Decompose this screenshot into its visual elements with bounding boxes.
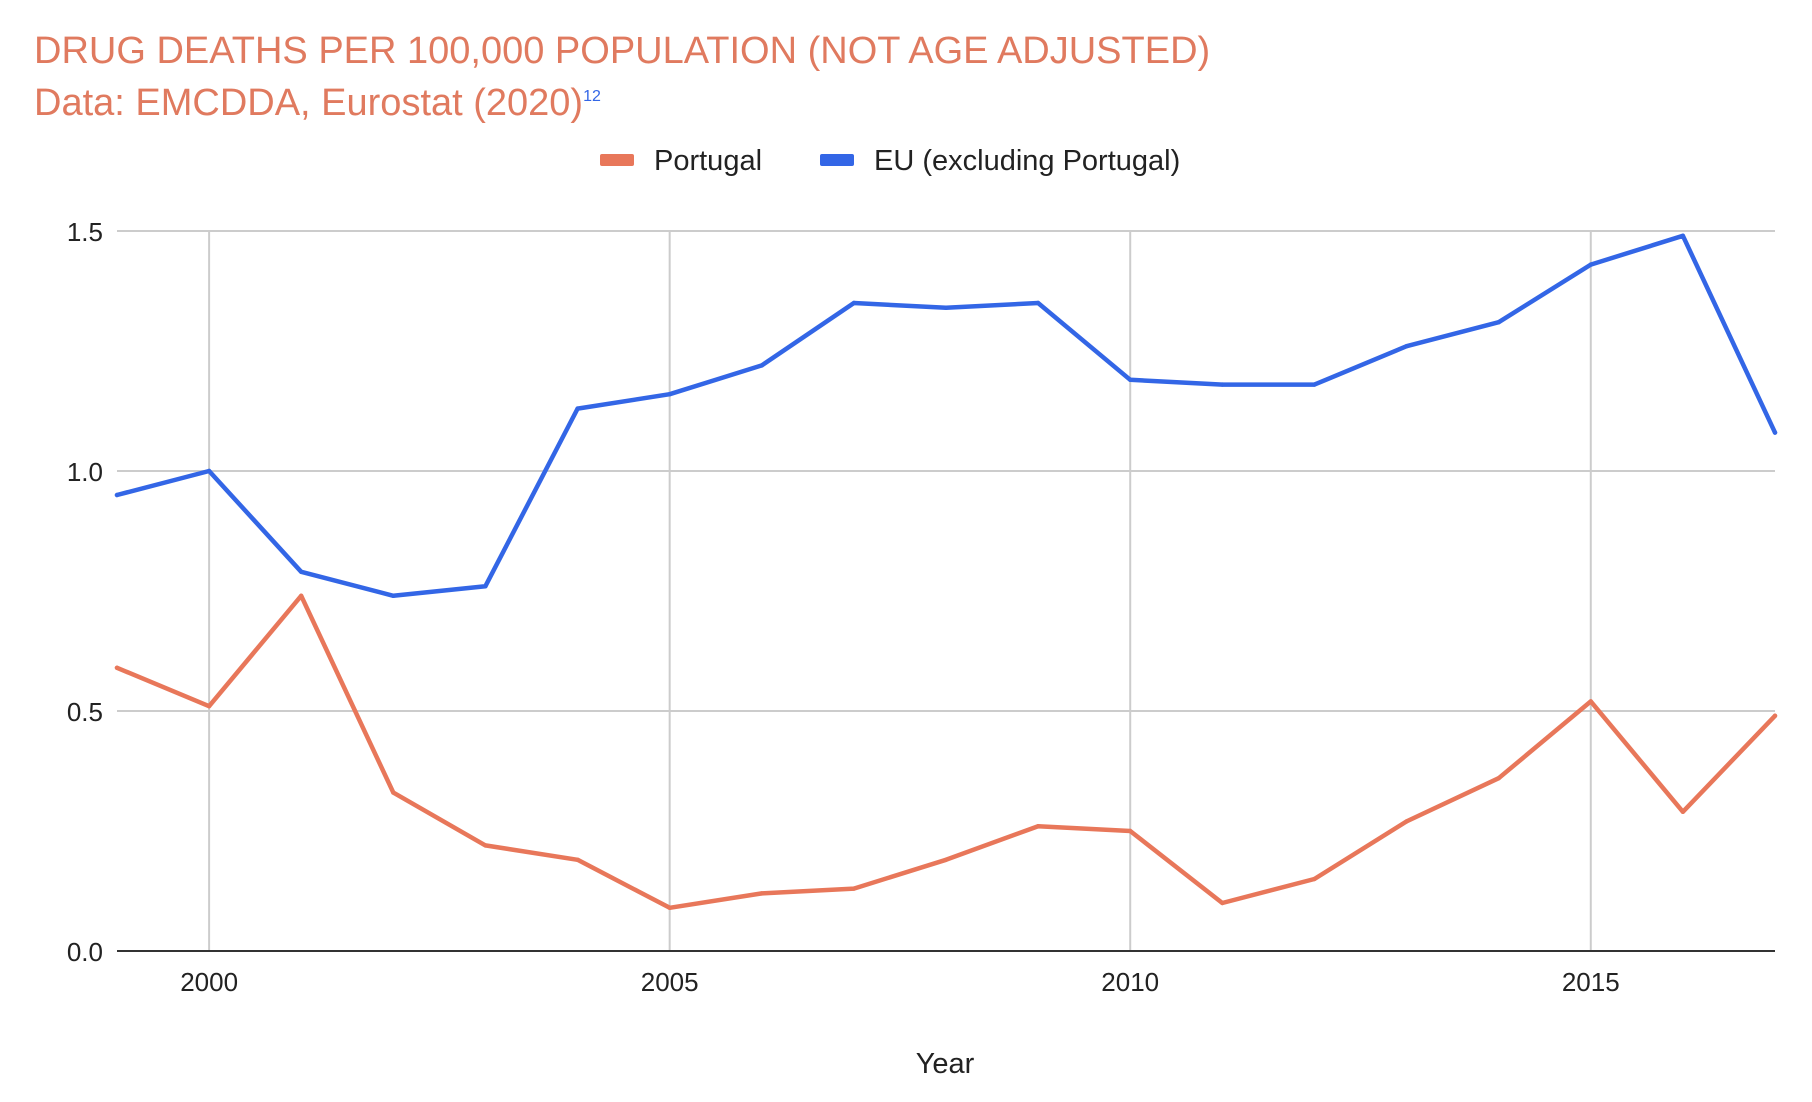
data-point-eu-excluding-portugal	[667, 392, 672, 397]
legend-label: Portugal	[654, 145, 762, 177]
data-point-eu-excluding-portugal	[1588, 262, 1593, 267]
series-lines	[114, 233, 1778, 911]
data-point-eu-excluding-portugal	[206, 468, 212, 474]
chart-title: DRUG DEATHS PER 100,000 POPULATION (NOT …	[34, 30, 1210, 72]
data-point-eu-excluding-portugal	[1496, 320, 1501, 325]
data-point-eu-excluding-portugal	[943, 305, 949, 310]
data-point-eu-excluding-portugal	[483, 584, 488, 589]
data-point-portugal	[483, 843, 488, 848]
tick-labels: 0.0 0.5 1.0 1.5 2000 2005 2010 2015	[67, 217, 1620, 997]
data-point-eu-excluding-portugal	[391, 593, 396, 598]
data-point-eu-excluding-portugal	[1772, 430, 1778, 435]
x-tick-label: 2005	[641, 967, 699, 997]
series-line-eu-excluding-portugal	[114, 233, 1778, 599]
data-point-portugal	[206, 704, 212, 709]
data-point-portugal	[575, 857, 580, 862]
chart-subtitle-text: Data: EMCDDA, Eurostat (2020)	[34, 82, 583, 124]
data-point-portugal	[299, 593, 304, 598]
data-point-portugal	[667, 905, 672, 910]
data-point-portugal	[1128, 828, 1133, 834]
data-point-portugal	[1772, 713, 1778, 718]
data-point-portugal	[1220, 900, 1225, 906]
x-tick-label: 2010	[1101, 967, 1159, 997]
data-point-portugal	[1588, 699, 1593, 704]
y-tick-label: 1.0	[67, 457, 103, 487]
legend-label: EU (excluding Portugal)	[874, 145, 1180, 177]
legend-swatch	[820, 154, 854, 166]
chart-subtitle: Data: EMCDDA, Eurostat (2020)12	[34, 82, 601, 124]
data-point-portugal	[851, 886, 857, 891]
data-point-portugal	[391, 790, 396, 795]
x-tick-label: 2015	[1562, 967, 1620, 997]
x-tick-label: 2000	[180, 967, 238, 997]
legend-item-portugal[interactable]: Portugal	[600, 145, 762, 177]
data-point-eu-excluding-portugal	[1404, 344, 1409, 349]
citation-superscript[interactable]: 12	[583, 88, 601, 105]
legend-swatch	[600, 154, 634, 166]
data-point-portugal	[1680, 809, 1686, 814]
y-tick-label: 1.5	[67, 217, 103, 247]
data-point-eu-excluding-portugal	[759, 363, 764, 368]
data-point-eu-excluding-portugal	[1220, 382, 1225, 387]
legend: Portugal EU (excluding Portugal)	[600, 145, 1180, 177]
data-point-eu-excluding-portugal	[1680, 233, 1686, 238]
y-tick-label: 0.0	[67, 937, 103, 967]
data-point-portugal	[943, 857, 949, 862]
data-point-eu-excluding-portugal	[114, 492, 120, 498]
data-point-eu-excluding-portugal	[1128, 377, 1133, 382]
data-point-eu-excluding-portugal	[1312, 382, 1317, 387]
data-point-eu-excluding-portugal	[575, 406, 580, 411]
data-point-portugal	[1312, 876, 1317, 882]
data-point-eu-excluding-portugal	[851, 300, 857, 306]
data-point-portugal	[1404, 819, 1409, 824]
chart-title-group: DRUG DEATHS PER 100,000 POPULATION (NOT …	[34, 30, 1210, 124]
data-point-portugal	[1035, 824, 1041, 829]
data-point-portugal	[1496, 776, 1501, 781]
gridlines	[117, 230, 1775, 951]
data-point-eu-excluding-portugal	[1035, 300, 1041, 306]
data-point-portugal	[759, 891, 764, 896]
legend-item-eu-excluding-portugal[interactable]: EU (excluding Portugal)	[820, 145, 1180, 177]
x-axis-label: Year	[916, 1048, 975, 1080]
data-point-portugal	[114, 665, 120, 670]
y-tick-label: 0.5	[67, 697, 103, 727]
data-point-eu-excluding-portugal	[299, 569, 304, 574]
